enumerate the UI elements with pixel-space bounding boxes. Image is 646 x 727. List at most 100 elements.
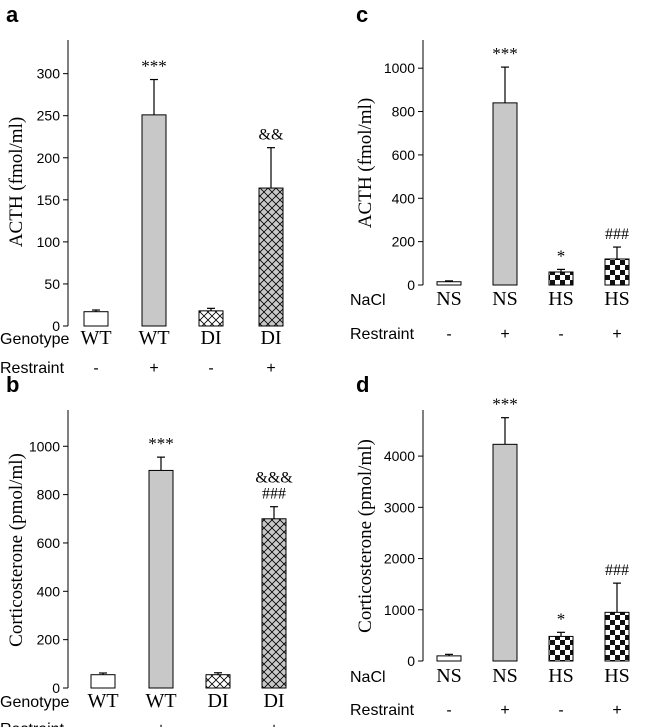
bar: [261, 518, 287, 689]
y-tick-label: 50: [44, 276, 60, 292]
factor-value: -: [215, 721, 220, 727]
bar: [436, 281, 462, 286]
factor-value: -: [208, 360, 213, 377]
y-tick-label: 0: [407, 277, 415, 293]
factor-value: +: [500, 702, 509, 719]
y-tick-label: 200: [37, 150, 61, 166]
factor-value: WT: [138, 327, 169, 349]
factor-value: +: [612, 326, 621, 343]
bar: [492, 102, 518, 286]
bar: [258, 187, 284, 327]
significance-label: *: [557, 246, 566, 265]
y-tick-label: 2000: [384, 551, 415, 567]
factor-value: HS: [604, 288, 630, 310]
factor-value: DI: [200, 327, 221, 349]
y-tick-label: 1000: [384, 602, 415, 618]
bar: [148, 469, 174, 689]
significance-label: ***: [492, 44, 518, 63]
factor-value: -: [100, 721, 105, 727]
panel-letter: d: [356, 372, 369, 397]
factor-row-label: NaCl: [350, 669, 386, 686]
panel-letter: c: [356, 2, 368, 27]
factor-value: HS: [548, 665, 574, 687]
y-tick-label: 800: [37, 487, 61, 503]
factor-value: +: [156, 721, 165, 727]
significance-label: *: [557, 609, 566, 628]
factor-value: +: [269, 721, 278, 727]
y-tick-label: 0: [52, 318, 60, 334]
significance-label: ###: [262, 486, 286, 503]
y-tick-label: 250: [37, 108, 61, 124]
y-tick-label: 4000: [384, 448, 415, 464]
significance-label: ###: [605, 226, 629, 243]
panel-letter: b: [6, 372, 19, 397]
factor-row-label: NaCl: [350, 292, 386, 309]
significance-label: ***: [148, 434, 174, 453]
panel-d: d 0 1000 2000 3000 4000 Corticosterone (pmol/m…: [350, 372, 630, 719]
bar: [141, 114, 167, 327]
factor-value: -: [558, 702, 563, 719]
y-tick-label: 300: [37, 66, 61, 82]
bar: [492, 443, 518, 662]
factor-value: WT: [145, 690, 176, 712]
factor-value: +: [149, 360, 158, 377]
bar: [90, 674, 116, 689]
y-tick-label: 200: [37, 632, 61, 648]
panel-a: a 0 50 100 150 200 250 300 ACTH (fmol/ml) *** && Ge…: [0, 2, 284, 377]
bar: [604, 611, 630, 662]
factor-row-label: Restraint: [0, 360, 65, 377]
panel-letter: a: [6, 2, 19, 27]
bar: [198, 310, 224, 327]
significance-label: &&&: [255, 470, 293, 487]
factor-row-label: Restraint: [0, 721, 65, 727]
bar: [548, 635, 574, 662]
significance-label: ###: [605, 562, 629, 579]
y-tick-label: 400: [37, 583, 61, 599]
bar: [205, 674, 231, 689]
factor-value: DI: [207, 690, 228, 712]
factor-value: -: [93, 360, 98, 377]
y-tick-label: 150: [37, 192, 61, 208]
y-axis-label: Corticosterone (pmol/ml): [6, 453, 27, 647]
y-tick-label: 3000: [384, 499, 415, 515]
factor-value: WT: [87, 690, 118, 712]
factor-row-label: Genotype: [0, 331, 69, 348]
significance-label: ***: [141, 57, 167, 76]
factor-value: +: [612, 702, 621, 719]
factor-value: HS: [604, 665, 630, 687]
factor-row-label: Genotype: [0, 694, 69, 711]
y-tick-label: 0: [407, 653, 415, 669]
factor-value: -: [558, 326, 563, 343]
y-tick-label: 1000: [29, 438, 60, 454]
y-tick-label: 600: [37, 535, 61, 551]
y-axis-label: ACTH (fmol/ml): [355, 98, 376, 228]
factor-value: NS: [436, 288, 462, 310]
y-tick-label: 100: [37, 234, 61, 250]
y-tick-label: 600: [392, 147, 416, 163]
bar: [436, 655, 462, 662]
factor-value: -: [446, 326, 451, 343]
factor-value: NS: [436, 665, 462, 687]
significance-label: ***: [492, 395, 518, 414]
factor-value: -: [446, 702, 451, 719]
factor-value: NS: [492, 288, 518, 310]
y-axis-label: Corticosterone (pmol/ml): [355, 439, 376, 633]
significance-label: &&: [259, 127, 284, 144]
bar: [604, 258, 630, 286]
factor-row-label: Restraint: [350, 702, 415, 719]
factor-value: DI: [263, 690, 284, 712]
y-tick-label: 1000: [384, 60, 415, 76]
y-tick-label: 400: [392, 190, 416, 206]
factor-value: +: [500, 326, 509, 343]
factor-row-label: Restraint: [350, 326, 415, 343]
y-tick-label: 0: [52, 680, 60, 696]
factor-value: WT: [80, 327, 111, 349]
y-tick-label: 200: [392, 234, 416, 250]
y-tick-label: 800: [392, 104, 416, 120]
factor-value: DI: [260, 327, 281, 349]
y-axis-label: ACTH (fmol/ml): [6, 117, 27, 247]
factor-value: +: [266, 360, 275, 377]
